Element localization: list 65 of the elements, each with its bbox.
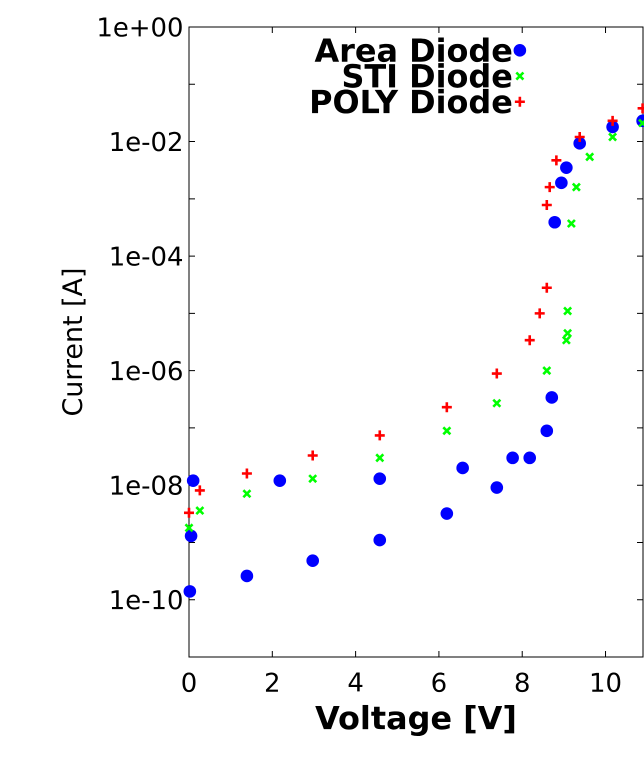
point	[562, 306, 572, 316]
point	[584, 152, 595, 162]
legend-label: STI Diode	[344, 63, 512, 88]
point	[540, 424, 554, 438]
x-tick-label: 8	[516, 672, 529, 692]
point	[548, 216, 562, 229]
point	[306, 449, 320, 462]
point	[184, 585, 196, 598]
point	[540, 198, 554, 212]
point	[555, 176, 568, 190]
point	[440, 507, 454, 520]
point	[373, 472, 386, 485]
point	[373, 534, 386, 546]
point	[572, 182, 582, 192]
x-tick-label: 4	[348, 672, 362, 692]
point	[490, 367, 504, 380]
point	[523, 334, 536, 347]
point	[545, 391, 558, 404]
y-tick-label: 1e-04	[112, 246, 182, 266]
point	[442, 426, 452, 436]
y-tick-label: 1e-10	[112, 590, 182, 610]
point	[492, 398, 502, 408]
point	[573, 130, 586, 144]
point	[550, 154, 563, 167]
point	[308, 474, 318, 484]
point	[182, 506, 196, 520]
x-tick-label: 6	[432, 672, 446, 692]
point	[194, 506, 205, 516]
legend-label: Area Diode	[314, 37, 512, 62]
point	[306, 554, 320, 568]
point	[606, 114, 619, 128]
y-tick-label: 1e-02	[112, 132, 181, 152]
point	[186, 474, 200, 487]
legend-label: POLY Diode	[312, 88, 512, 114]
point	[506, 452, 519, 464]
point	[194, 484, 206, 497]
point	[440, 400, 454, 414]
x-tick-label: 10	[592, 672, 620, 692]
point	[608, 132, 618, 142]
point	[533, 307, 546, 320]
point	[542, 366, 552, 376]
point	[456, 462, 469, 474]
point	[523, 452, 536, 464]
y-tick-label: 1e+00	[99, 17, 182, 37]
point	[562, 328, 572, 338]
point	[540, 281, 554, 294]
y-axis-title: Current [A]	[62, 270, 86, 415]
point	[274, 474, 286, 487]
point	[242, 488, 252, 499]
x-axis-title: Voltage [V]	[315, 704, 514, 736]
point	[543, 180, 556, 194]
point	[562, 335, 572, 346]
y-tick-label: 1e-08	[112, 475, 182, 495]
y-tick-label: 1e-06	[112, 360, 182, 380]
point	[240, 467, 254, 480]
point	[184, 530, 198, 542]
point	[566, 218, 576, 228]
point	[240, 570, 254, 582]
point	[373, 429, 386, 442]
x-tick-label: 2	[266, 672, 278, 692]
point	[560, 161, 573, 174]
x-tick-label: 0	[182, 672, 196, 692]
point	[184, 523, 194, 533]
point	[490, 481, 504, 494]
point	[374, 453, 385, 463]
